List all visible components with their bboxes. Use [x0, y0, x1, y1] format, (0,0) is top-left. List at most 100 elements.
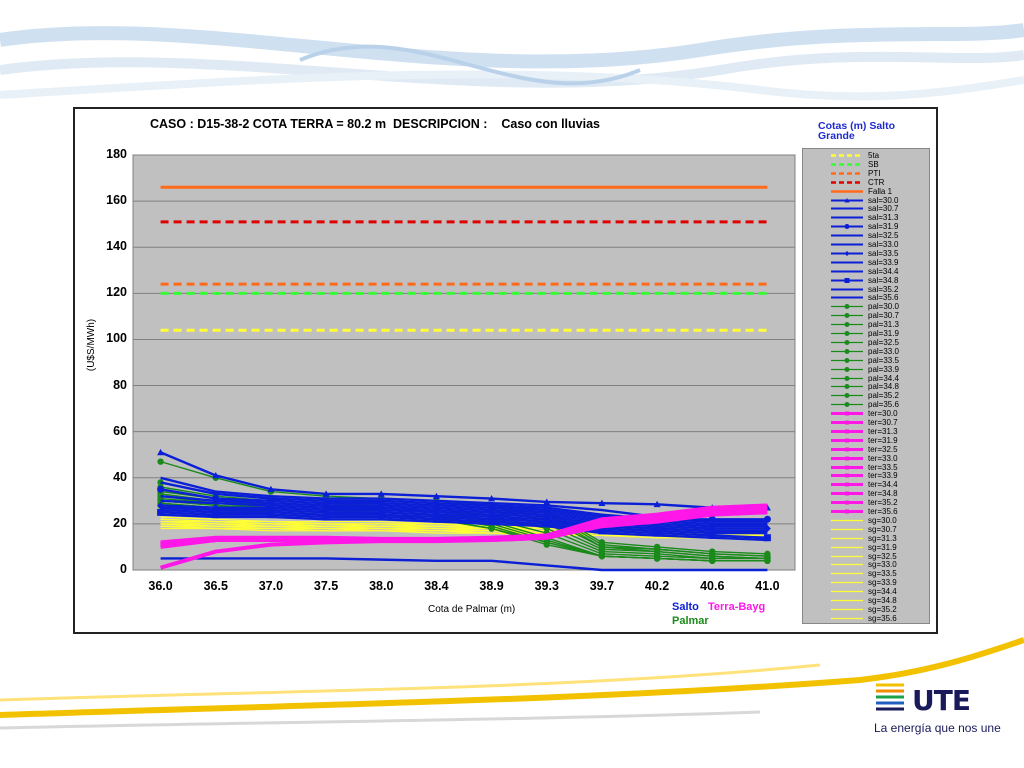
legend-swatch — [831, 250, 863, 256]
legend-label: sal=33.0 — [868, 240, 899, 249]
data-point — [844, 375, 850, 381]
legend-item: sg=31.9 — [803, 542, 929, 552]
legend-swatch — [831, 546, 863, 548]
data-point — [845, 447, 849, 452]
legend-item: ter=30.7 — [803, 418, 929, 427]
legend-item: sg=30.7 — [803, 525, 929, 534]
legend-swatch — [831, 322, 863, 328]
series-sal-35-2 — [160, 513, 768, 542]
data-point — [212, 471, 220, 479]
legend-label: CTR — [868, 177, 885, 187]
legend-item: ter=35.6 — [803, 507, 929, 516]
legend-swatch — [831, 384, 863, 390]
logo-text: UTE — [912, 684, 971, 717]
legend-label: ter=31.3 — [868, 426, 898, 436]
legend-label: pal=35.2 — [868, 391, 899, 401]
legend-swatch — [831, 296, 863, 299]
data-point — [845, 482, 849, 487]
x-tick-label: 38.4 — [424, 579, 449, 593]
legend-label: SB — [868, 159, 879, 169]
legend-item: sal=31.3 — [803, 213, 929, 223]
y-tick-label: 120 — [106, 285, 127, 300]
data-point — [844, 339, 850, 345]
legend-swatch — [831, 243, 863, 246]
data-point — [598, 527, 606, 535]
series-line — [160, 511, 768, 539]
data-point — [845, 473, 849, 478]
bottom-swoosh-decoration — [0, 637, 1024, 730]
legend-swatch — [831, 270, 863, 273]
data-point — [157, 485, 165, 493]
y-tick-label: 160 — [106, 193, 127, 208]
data-point — [488, 518, 496, 526]
legend-item: ter=31.3 — [803, 426, 929, 436]
x-tick-label: 37.0 — [258, 579, 284, 593]
top-swoosh-decoration — [0, 23, 1024, 101]
legend-label: sal=31.9 — [868, 222, 899, 232]
data-point — [844, 393, 850, 399]
legend-label: sg=31.9 — [868, 542, 897, 552]
data-point — [653, 529, 661, 537]
data-point — [377, 490, 385, 497]
legend-label: pal=33.0 — [868, 346, 899, 356]
x-tick-label: 38.9 — [479, 579, 504, 593]
legend-item: sg=35.2 — [803, 605, 929, 614]
legend-label: sal=31.3 — [868, 213, 899, 223]
y-tick-label: 0 — [120, 562, 127, 576]
data-point — [488, 525, 495, 532]
legend-item: ter=33.0 — [803, 453, 929, 463]
legend-item: Falla 1 — [803, 186, 929, 196]
series-sg-35-6 — [160, 527, 768, 541]
data-point — [157, 479, 164, 486]
series-layer — [157, 185, 771, 572]
legend-label: ter=30.0 — [868, 409, 898, 419]
data-point — [708, 531, 716, 539]
legend-swatch — [831, 234, 863, 237]
legend-swatch — [831, 519, 863, 521]
series-line — [160, 557, 768, 572]
legend-label: sal=30.0 — [868, 195, 899, 205]
data-point — [157, 458, 164, 465]
x-tick-label: 39.7 — [589, 579, 615, 593]
data-point — [845, 509, 849, 514]
series-line — [160, 508, 768, 535]
legend-swatch — [831, 617, 863, 619]
legend-swatch — [831, 393, 863, 399]
legend-swatch — [831, 528, 863, 530]
data-point — [845, 420, 849, 425]
data-point — [598, 552, 606, 560]
legend-label: ter=33.0 — [868, 453, 898, 463]
tagline: La energía que nos une — [874, 721, 1001, 735]
data-point — [844, 313, 850, 319]
x-axis-label: Cota de Palmar (m) — [428, 604, 516, 615]
legend-swatch — [831, 331, 863, 336]
legend-label: sal=34.8 — [868, 275, 899, 285]
series-line — [160, 499, 768, 528]
data-point — [432, 515, 440, 523]
legend-label: sg=32.5 — [868, 551, 897, 561]
series-line — [160, 504, 768, 530]
y-tick-label: 40 — [113, 469, 127, 484]
series-sal-33-9 — [160, 506, 768, 533]
legend-label: ter=31.9 — [868, 435, 898, 445]
legend-swatch — [831, 207, 863, 210]
x-tick-label: 41.0 — [755, 579, 780, 593]
series-line — [160, 527, 768, 541]
legend-swatch — [831, 348, 863, 354]
legend-item: pal=30.7 — [803, 311, 929, 320]
legend-item: pal=31.3 — [803, 320, 929, 329]
legend-item: sal=30.0 — [803, 195, 929, 205]
legend-item: pal=33.9 — [803, 365, 929, 374]
data-point — [212, 511, 220, 519]
y-tick-label: 100 — [106, 331, 127, 346]
legend-item: pal=33.5 — [803, 356, 929, 365]
legend-label: Falla 1 — [868, 186, 893, 196]
legend-label: pal=34.8 — [868, 382, 899, 392]
data-point — [844, 304, 850, 310]
legend-swatch — [831, 197, 863, 202]
legend-swatch — [831, 509, 863, 514]
legend-label: sal=32.5 — [868, 231, 899, 241]
legend-item: sal=33.5 — [803, 249, 929, 258]
